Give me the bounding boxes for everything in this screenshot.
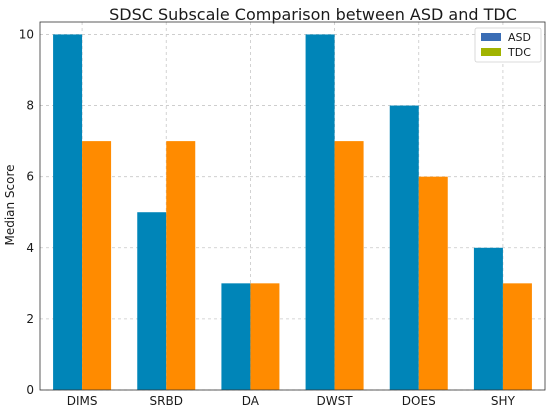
bar-asd-dwst: [305, 34, 335, 390]
plot-frame: [39, 21, 546, 391]
y-axis-label: Median Score: [3, 164, 17, 245]
bar-asd-da: [221, 283, 251, 390]
bar-tdc-da: [250, 283, 280, 390]
y-tick-label: 4: [26, 241, 34, 255]
bar-asd-srbd: [137, 212, 167, 390]
x-tick-label: SRBD: [150, 394, 183, 407]
legend-label-asd: ASD: [508, 31, 531, 44]
bar-tdc-dims: [82, 141, 112, 390]
bar-tdc-srbd: [166, 141, 196, 390]
y-tick-label: 2: [26, 312, 34, 326]
x-tick-label: DA: [242, 394, 260, 407]
legend-swatch-tdc: [481, 48, 501, 56]
x-tick-label: SHY: [491, 394, 516, 407]
y-tick-label: 0: [26, 383, 34, 397]
x-tick-label: DOES: [402, 394, 436, 407]
bar-asd-does: [389, 105, 419, 391]
y-tick-label: 8: [26, 99, 34, 113]
bar-tdc-dwst: [334, 141, 364, 390]
bar-asd-shy: [473, 247, 503, 390]
bar-tdc-shy: [502, 283, 532, 390]
bar-asd-dims: [53, 34, 83, 390]
legend-swatch-asd: [481, 33, 501, 41]
gridlines: [40, 22, 545, 391]
x-tick-label: DWST: [317, 394, 354, 407]
y-tick-label: 6: [26, 170, 34, 184]
axes: 0 2 4 6 8 10 DIMS SRBD DA DWST DOES SHY: [19, 21, 546, 408]
y-tick-label: 10: [19, 27, 34, 41]
legend-label-tdc: TDC: [507, 46, 531, 59]
bar-tdc-does: [418, 176, 448, 390]
legend: ASD TDC: [474, 27, 542, 63]
x-tick-label: DIMS: [67, 394, 98, 407]
bars: [53, 34, 532, 391]
chart-title: SDSC Subscale Comparison between ASD and…: [109, 5, 517, 24]
